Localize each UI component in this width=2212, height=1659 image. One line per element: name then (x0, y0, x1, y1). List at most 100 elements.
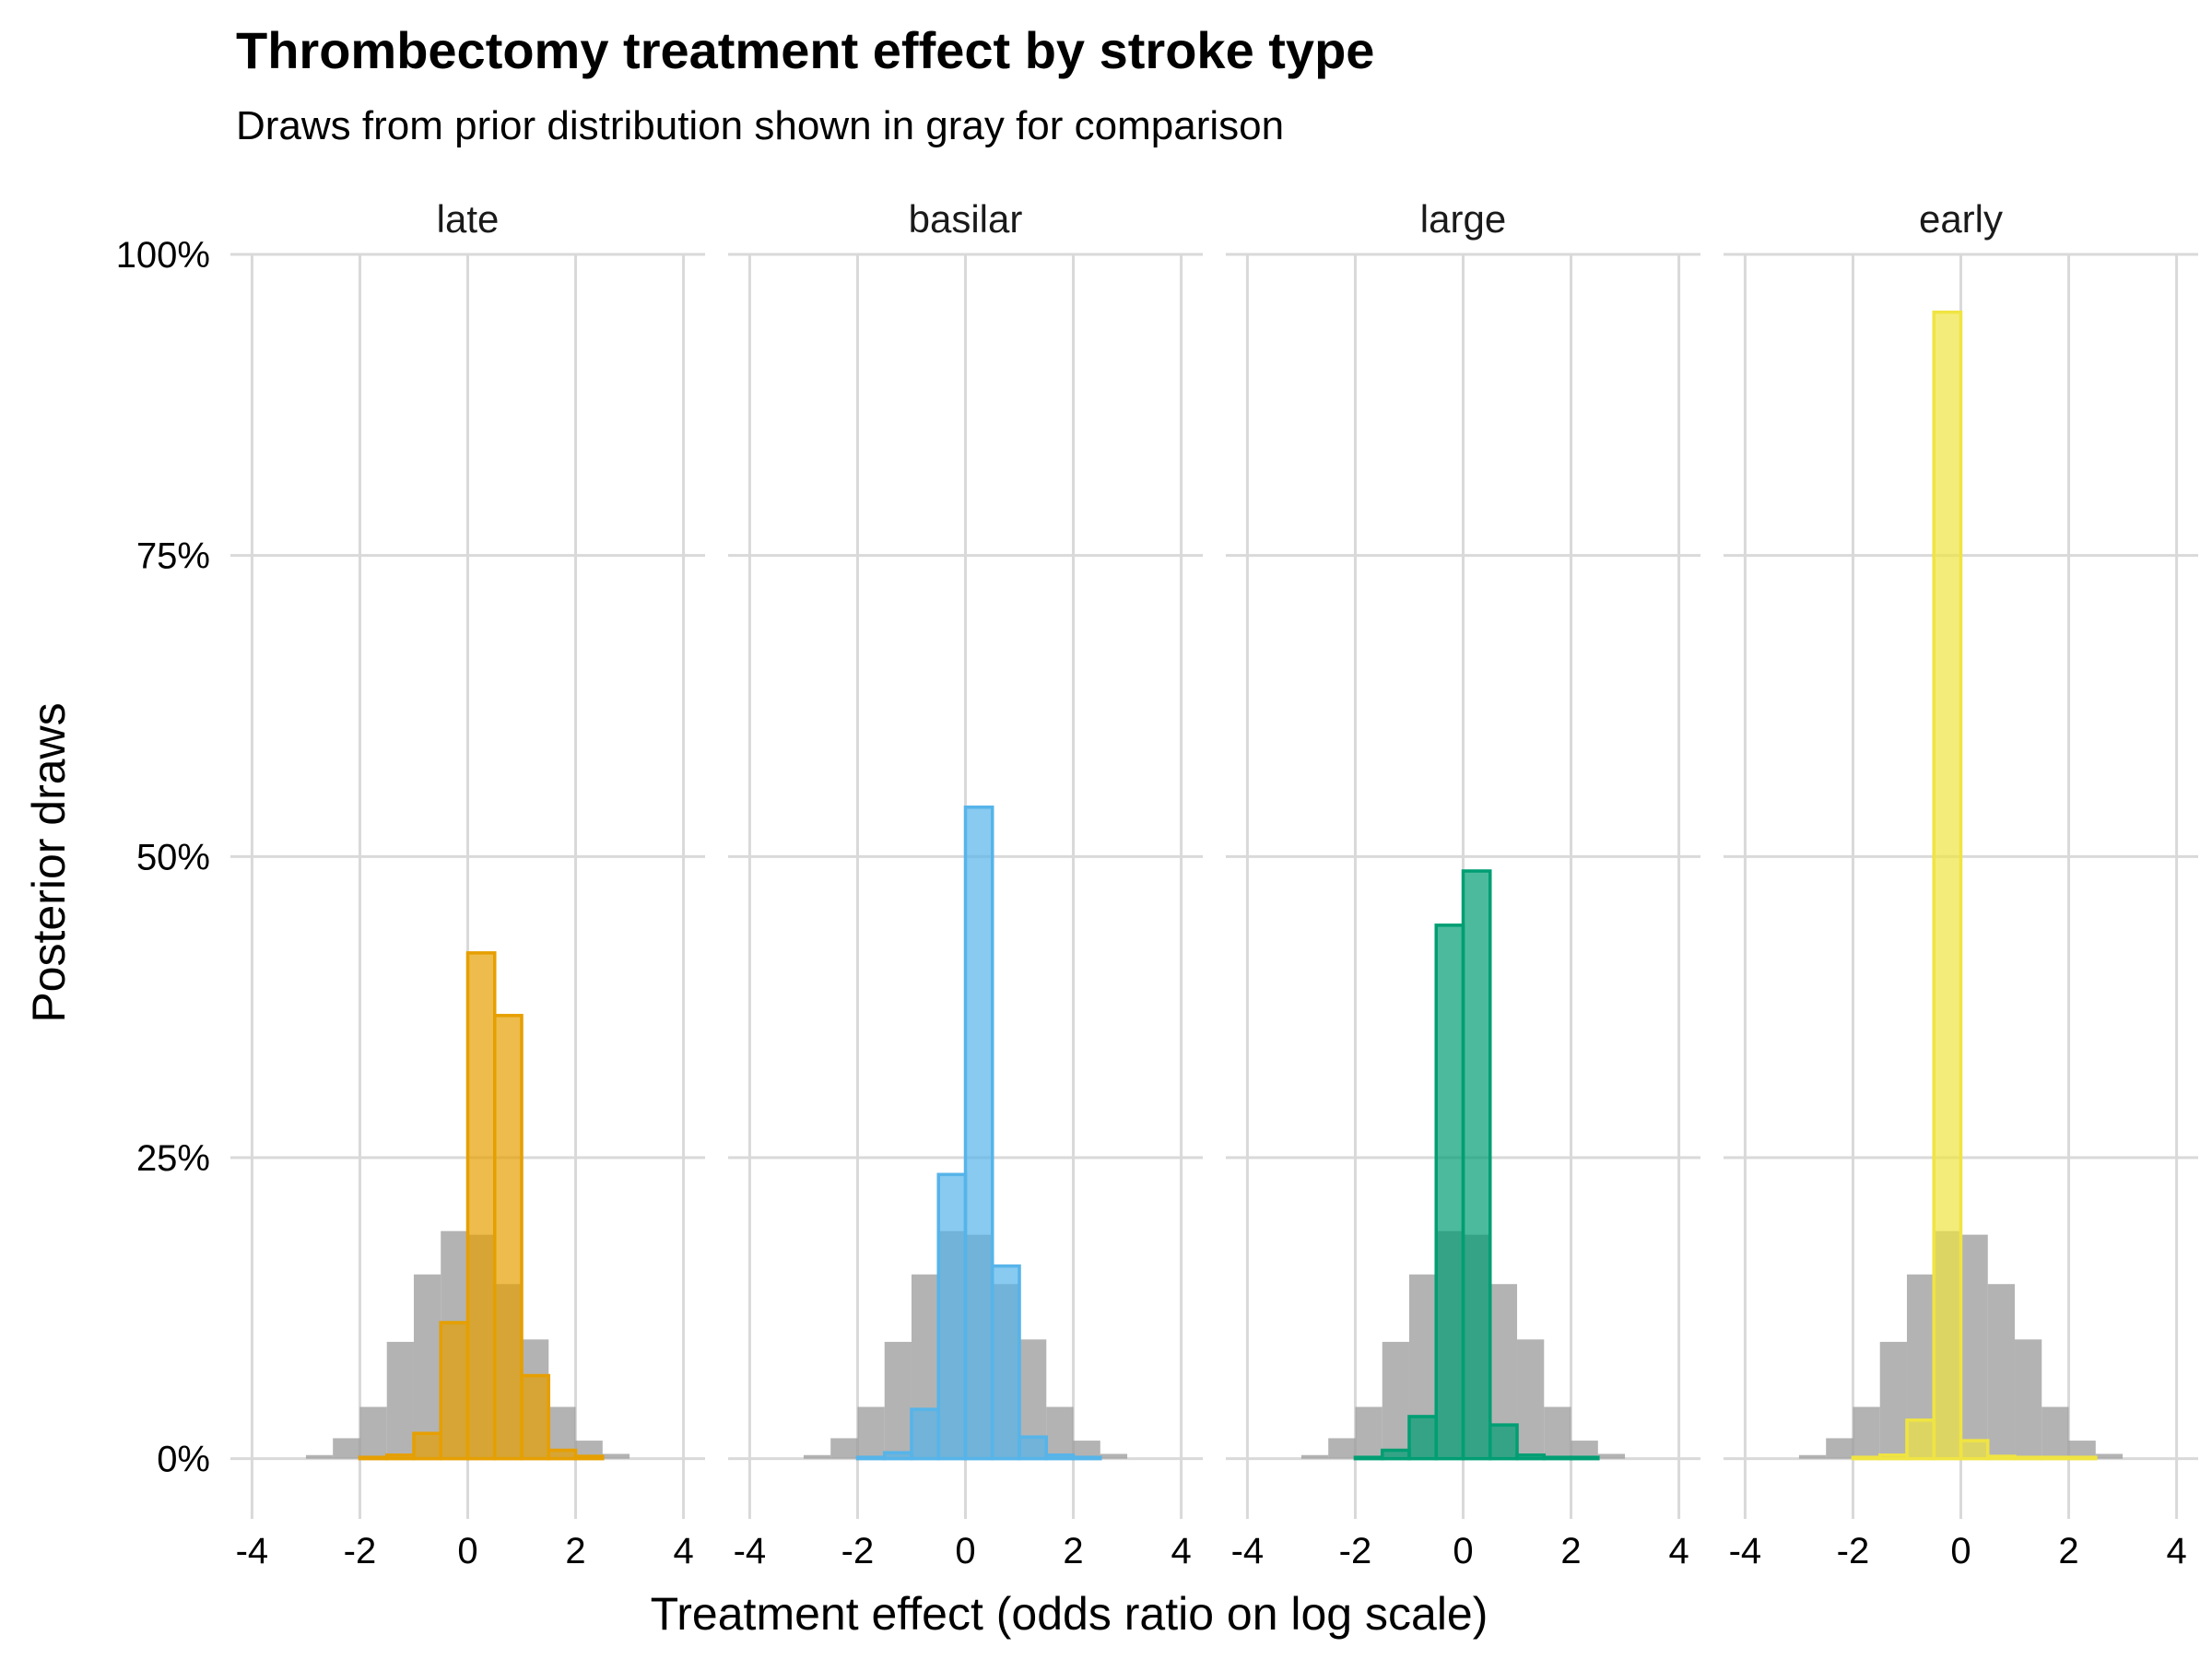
x-tick-label: 0 (955, 1531, 975, 1571)
panel-late: late -4 -2 0 2 4 (230, 197, 705, 1571)
prior-bar (602, 1453, 630, 1459)
y-tick-label: 25% (136, 1138, 210, 1179)
prior-bar (1382, 1341, 1409, 1459)
posterior-bar (573, 1454, 605, 1461)
y-axis-title: Posterior draws (23, 702, 75, 1022)
prior-bar (1826, 1438, 1853, 1459)
x-tick-label: -2 (1339, 1531, 1372, 1571)
posterior-bar (2066, 1455, 2098, 1461)
prior-bar (386, 1341, 414, 1459)
posterior-bar (1461, 869, 1492, 1461)
y-tick-label: 0% (157, 1440, 210, 1480)
x-tick-label: -4 (1729, 1531, 1762, 1571)
posterior-bar (936, 1172, 968, 1461)
posterior-bar (439, 1321, 470, 1461)
posterior-bar (1407, 1415, 1438, 1461)
prior-bar (1517, 1339, 1545, 1459)
prior-bar (803, 1454, 831, 1459)
posterior-bar (1542, 1455, 1573, 1461)
x-axis-title: Treatment effect (odds ratio on log scal… (651, 1588, 1488, 1640)
prior-bar (359, 1406, 387, 1459)
posterior-bar (358, 1455, 389, 1461)
prior-bar (1853, 1406, 1880, 1459)
prior-bar (1544, 1406, 1571, 1459)
panel-large: large -4 -2 0 2 4 (1226, 197, 1700, 1571)
prior-bar (1355, 1406, 1382, 1459)
posterior-bar (1905, 1418, 1936, 1461)
posterior-bar (384, 1453, 416, 1461)
posterior-bar (1018, 1435, 1049, 1461)
x-tick-label: 4 (1171, 1531, 1191, 1571)
y-axis: 0% 25% 50% 75% 100% (116, 235, 210, 1480)
prior-bar (1879, 1341, 1907, 1459)
y-tick-label: 100% (116, 235, 210, 276)
x-tick-label: 0 (1950, 1531, 1971, 1571)
prior-bar (2041, 1406, 2069, 1459)
x-tick-label: 4 (673, 1531, 693, 1571)
prior-bar (1300, 1454, 1329, 1459)
prior-bar (1073, 1441, 1100, 1459)
strip-label: basilar (909, 197, 1023, 241)
posterior-bar (1353, 1455, 1384, 1461)
x-tick-label: -2 (841, 1531, 875, 1571)
x-tick-label: 2 (1560, 1531, 1581, 1571)
prior-bar (2095, 1453, 2124, 1459)
posterior-bar (1959, 1439, 1990, 1461)
x-tick-label: -4 (734, 1531, 767, 1571)
prior-bar (1571, 1441, 1598, 1459)
strip-label: late (437, 197, 500, 241)
y-tick-label: 75% (136, 536, 210, 577)
posterior-bar (547, 1448, 578, 1461)
prior-bar (1798, 1454, 1827, 1459)
prior-bar (2068, 1441, 2096, 1459)
posterior-bar (1515, 1453, 1547, 1461)
posterior-bar (520, 1373, 551, 1461)
posterior-bar (1071, 1455, 1102, 1461)
posterior-bar (1044, 1453, 1076, 1461)
posterior-bar (910, 1407, 940, 1461)
x-tick-label: 2 (1063, 1531, 1083, 1571)
prior-bar (333, 1438, 360, 1459)
panel-basilar: basilar -4 -2 0 2 4 (728, 197, 1203, 1571)
prior-bar (830, 1438, 858, 1459)
chart-title: Thrombectomy treatment effect by stroke … (236, 21, 1375, 79)
chart-subtitle: Draws from prior distribution shown in g… (236, 103, 1285, 148)
posterior-bar (1851, 1455, 1882, 1461)
x-tick-label: -4 (1231, 1531, 1265, 1571)
posterior-bar (1569, 1455, 1600, 1461)
posterior-bar (855, 1455, 887, 1461)
prior-bar (1046, 1406, 1074, 1459)
prior-bar (1987, 1284, 2016, 1459)
prior-bar (2015, 1339, 2042, 1459)
prior-bar (1597, 1453, 1626, 1459)
posterior-bar (1380, 1448, 1411, 1461)
prior-bar (413, 1274, 441, 1459)
x-tick-label: -4 (236, 1531, 269, 1571)
prior-bar (1328, 1438, 1356, 1459)
posterior-bar (1932, 310, 1963, 1461)
posterior-bar (963, 806, 994, 1461)
posterior-bar (1877, 1453, 1909, 1461)
posterior-bar (412, 1431, 442, 1461)
prior-bar (575, 1441, 603, 1459)
prior-bar (305, 1454, 334, 1459)
x-tick-label: 4 (2166, 1531, 2186, 1571)
posterior-bar (1986, 1454, 2017, 1461)
strip-label: early (1919, 197, 2003, 241)
posterior-bar (882, 1451, 913, 1461)
posterior-bar (2040, 1455, 2071, 1461)
x-tick-label: 4 (1668, 1531, 1688, 1571)
prior-bar (1100, 1453, 1128, 1459)
x-tick-label: -2 (344, 1531, 377, 1571)
y-tick-label: 50% (136, 837, 210, 877)
panel-early: early -4 -2 0 2 4 (1724, 197, 2198, 1571)
posterior-bar (1434, 924, 1465, 1461)
prior-bar (884, 1341, 912, 1459)
strip-label: large (1420, 197, 1506, 241)
x-tick-label: 2 (2058, 1531, 2078, 1571)
prior-bar (857, 1406, 885, 1459)
posterior-bar (493, 1014, 524, 1461)
prior-bar (1960, 1234, 1988, 1459)
